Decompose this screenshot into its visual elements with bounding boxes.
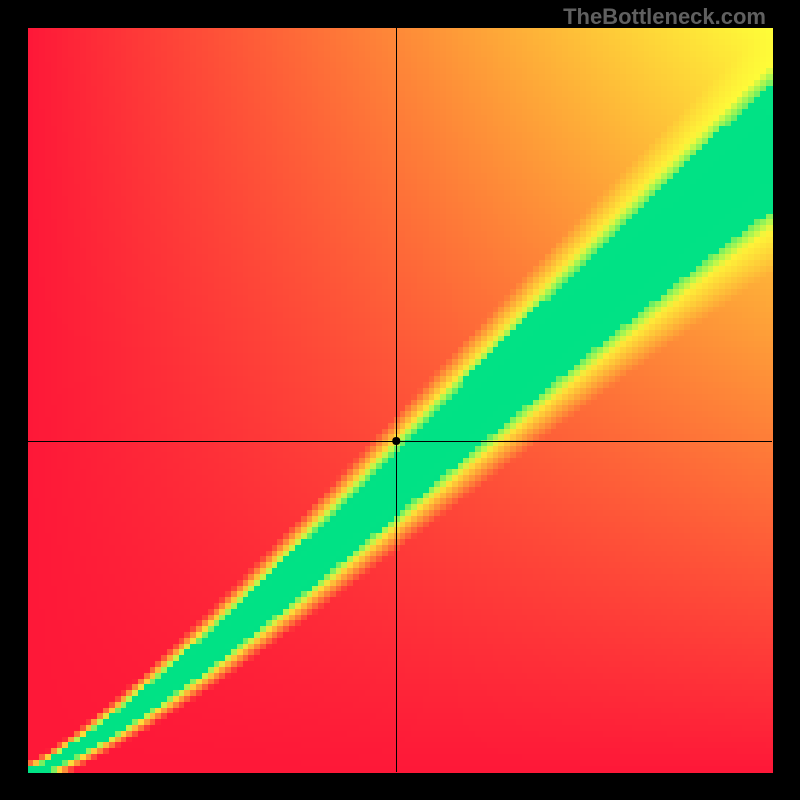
chart-container: TheBottleneck.com: [0, 0, 800, 800]
bottleneck-heatmap: [0, 0, 800, 800]
watermark-label: TheBottleneck.com: [563, 4, 766, 30]
